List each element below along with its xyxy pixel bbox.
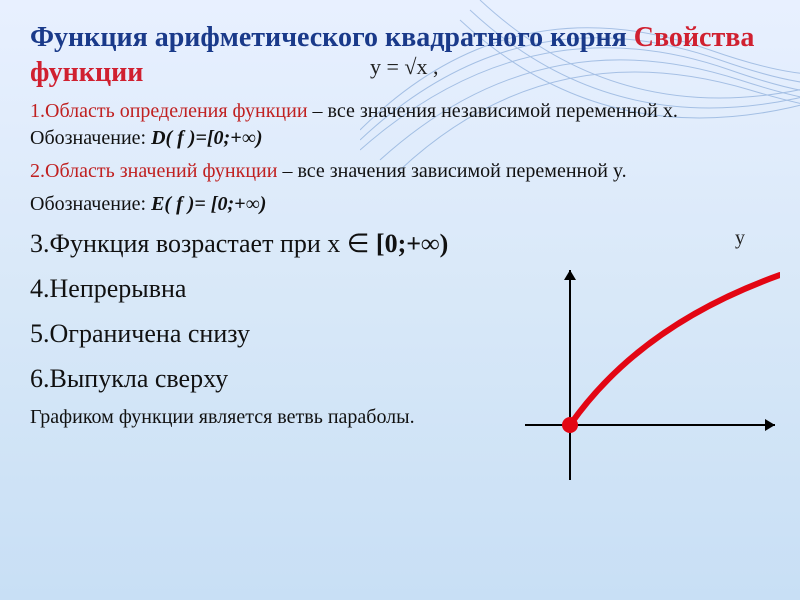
- slide-title: Функция арифметического квадратного корн…: [30, 20, 770, 90]
- y-axis-arrow-icon: [564, 270, 576, 280]
- sqrt-plot: [520, 265, 780, 485]
- slide: Функция арифметического квадратного корн…: [0, 0, 800, 600]
- origin-point-icon: [562, 417, 578, 433]
- property-2-head: 2.Область значений функции: [30, 160, 277, 182]
- property-2-label: Обозначение:: [30, 193, 151, 215]
- property-2-notation: E( f )= [0;+∞): [151, 193, 266, 215]
- x-axis-arrow-icon: [765, 419, 775, 431]
- property-3-text: 3.Функция возрастает при x ∈: [30, 229, 376, 258]
- property-2: 2.Область значений функции – все значени…: [30, 158, 770, 185]
- property-2-tail: – все значения зависимой переменной y.: [277, 160, 626, 182]
- sqrt-curve: [570, 275, 780, 425]
- property-2-line2: Обозначение: E( f )= [0;+∞): [30, 191, 770, 218]
- property-1-head: 1.Область определения функции: [30, 100, 308, 122]
- property-1-notation: D( f )=[0;+∞): [151, 127, 262, 149]
- title-main: Функция арифметического квадратного корн…: [30, 22, 627, 53]
- property-1: 1.Область определения функции – все знач…: [30, 98, 770, 152]
- property-3-interval: [0;+∞): [376, 229, 448, 258]
- property-3: 3.Функция возрастает при x ∈ [0;+∞): [30, 226, 770, 261]
